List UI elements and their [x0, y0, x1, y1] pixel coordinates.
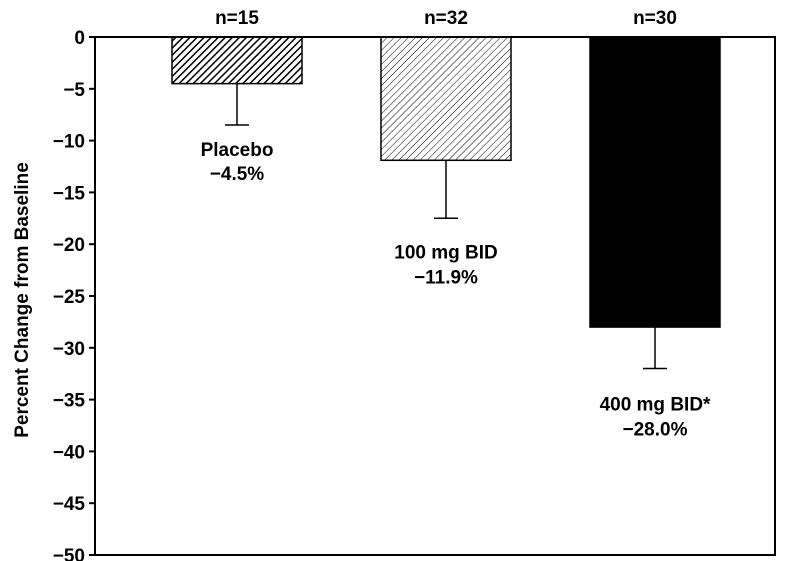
bar-labels: Placebo −4.5% 100 mg BID −11.9% 400 mg BID* −… [201, 140, 711, 440]
category-label: 100 mg BID [394, 242, 497, 263]
value-label: −11.9% [414, 267, 478, 288]
y-axis-title: Percent Change from Baseline [12, 162, 33, 438]
n-label: n=30 [633, 8, 677, 29]
plot-frame [94, 36, 776, 556]
bar [380, 36, 512, 162]
category-label: 400 mg BID* [600, 395, 711, 416]
y-tick-label: −40 [53, 442, 85, 463]
y-tick-label: −15 [53, 183, 86, 204]
value-label: −4.5% [210, 164, 265, 185]
n-labels: n=15 n=32 n=30 [215, 8, 677, 29]
value-label: −28.0% [623, 420, 688, 441]
bar [171, 36, 303, 85]
y-tick-label: 0 [74, 28, 85, 49]
y-tick-label: −25 [53, 287, 86, 308]
y-tick-label: −10 [53, 132, 85, 153]
y-tick-label: −5 [63, 80, 85, 101]
y-tick-label: −50 [53, 546, 85, 561]
n-label: n=15 [215, 8, 259, 29]
y-tick-label: −45 [53, 494, 86, 515]
y-tick-label: −30 [53, 339, 85, 360]
category-label: Placebo [201, 140, 274, 161]
y-tick-label: −35 [53, 391, 86, 412]
error-bars [225, 83, 667, 370]
n-label: n=32 [424, 8, 468, 29]
y-tick-label: −20 [53, 235, 85, 256]
bar [589, 36, 721, 328]
bars [171, 36, 721, 328]
y-axis-ticks: 0 −5 −10 −15 −20 −25 −30 −35 −40 −45 −50 [53, 28, 95, 561]
